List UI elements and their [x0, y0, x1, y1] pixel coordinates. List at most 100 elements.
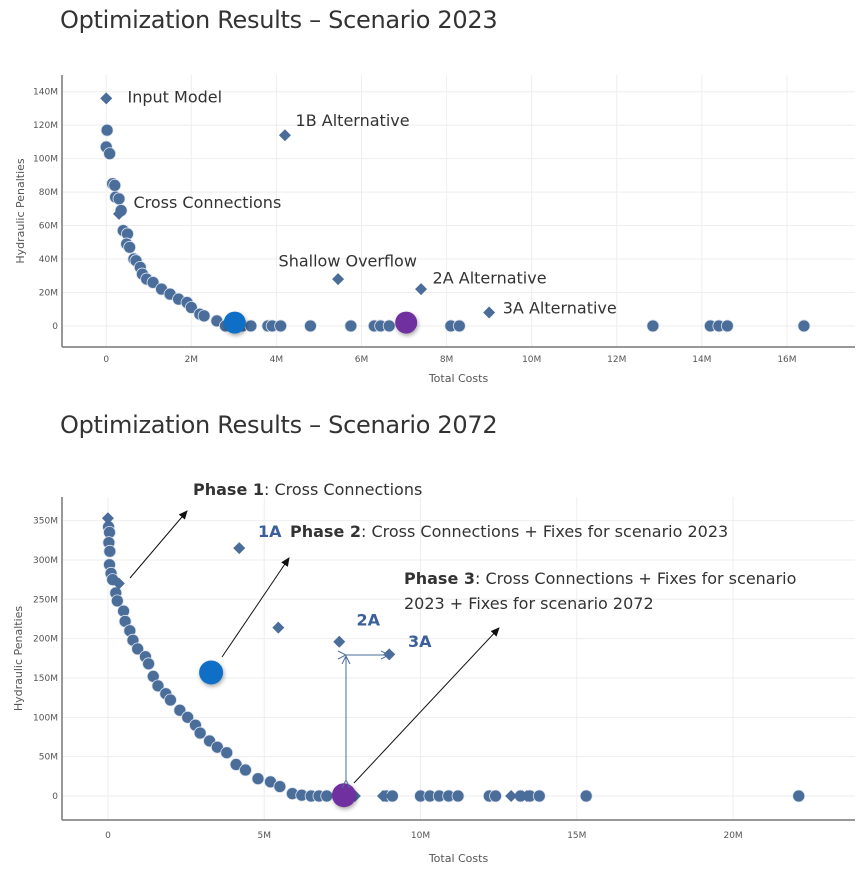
- y-tick-label: 0: [52, 792, 58, 802]
- data-point-circle: [103, 147, 117, 161]
- chart-title-2072: Optimization Results – Scenario 2072: [60, 411, 498, 439]
- data-point-diamond: [332, 273, 345, 286]
- y-tick-label: 250M: [33, 595, 58, 605]
- y-tick-label: 20M: [39, 288, 58, 298]
- data-point-circle: [532, 789, 546, 803]
- data-point-circle: [164, 693, 177, 707]
- data-point-circle: [344, 319, 358, 333]
- data-point-circle: [193, 726, 207, 740]
- point-annotation: Shallow Overflow: [279, 252, 417, 271]
- y-tick-label: 40M: [39, 255, 58, 265]
- data-point-diamond: [233, 542, 246, 555]
- data-point-circle: [181, 710, 195, 724]
- data-point-circle: [452, 319, 466, 333]
- phase-2-text: : Cross Connections + Fixes for scenario…: [361, 522, 729, 541]
- y-tick-label: 150M: [33, 674, 58, 684]
- y-tick-label: 300M: [33, 556, 58, 566]
- data-point-diamond: [101, 512, 114, 525]
- point-annotation: 2A Alternative: [433, 268, 547, 287]
- data-point-circle: [382, 319, 396, 333]
- data-point-circle: [646, 319, 660, 333]
- data-point-circle: [100, 123, 114, 137]
- point-annotation: 3A: [408, 632, 432, 651]
- x-tick-label: 0: [105, 831, 111, 841]
- y-tick-label: 100M: [33, 155, 58, 165]
- data-point-circle: [220, 746, 234, 760]
- data-point-circle: [142, 657, 155, 671]
- y-tick-label: 60M: [39, 222, 58, 232]
- data-point-circle: [792, 789, 806, 803]
- highlighted-solution: [331, 783, 356, 808]
- data-point-circle: [210, 740, 224, 754]
- x-axis-title: Total Costs: [428, 372, 489, 385]
- point-annotation: 1A: [258, 522, 282, 541]
- data-point-circle: [720, 319, 734, 333]
- x-tick-label: 2M: [185, 355, 199, 365]
- data-point-circle: [273, 780, 287, 793]
- x-tick-label: 10M: [522, 355, 541, 365]
- y-tick-label: 140M: [33, 88, 58, 98]
- data-point-diamond: [415, 283, 428, 296]
- phase-2-label: Phase 2: [290, 522, 361, 541]
- data-point-circle: [131, 642, 145, 656]
- data-point-circle: [146, 276, 160, 289]
- data-point-circle: [239, 763, 252, 777]
- scatter-chart-2023: 0 2M 4M 6M 8M 10M 12M 14M 16M 0 20M 40M 60M 80M 100M 12…: [14, 75, 855, 385]
- x-tick-label: 8M: [440, 355, 454, 365]
- x-tick-label: 0: [103, 355, 109, 365]
- data-point-circle: [110, 594, 124, 608]
- data-point-diamond: [112, 577, 125, 590]
- y-tick-label: 350M: [33, 517, 58, 527]
- y-tick-label: 0: [52, 322, 58, 332]
- phase-1-annotation: Phase 1: Cross Connections: [193, 477, 422, 502]
- data-point-circle: [320, 789, 334, 803]
- x-tick-label: 15M: [567, 831, 586, 841]
- phase-1-label: Phase 1: [193, 480, 264, 499]
- x-tick-label: 14M: [692, 355, 711, 365]
- data-point-diamond: [520, 790, 533, 803]
- y-axis-title: Hydraulic Penalties: [14, 158, 27, 264]
- phase-3-annotation: Phase 3: Cross Connections + Fixes for s…: [404, 566, 796, 616]
- point-annotation: 3A Alternative: [503, 299, 617, 318]
- data-point-diamond: [505, 790, 518, 803]
- data-point-diamond: [377, 790, 390, 803]
- y-tick-label: 120M: [33, 121, 58, 131]
- point-annotation: 2A: [356, 611, 380, 630]
- x-tick-label: 4M: [270, 355, 284, 365]
- data-point-diamond: [113, 207, 126, 220]
- data-point-circle: [229, 758, 243, 771]
- x-tick-label: 5M: [257, 831, 271, 841]
- x-tick-label: 6M: [355, 355, 369, 365]
- y-tick-label: 50M: [39, 753, 58, 763]
- point-annotation: 1B Alternative: [296, 111, 410, 130]
- highlighted-solution: [199, 660, 224, 685]
- phase-3-text-line2: 2023 + Fixes for scenario 2072: [404, 594, 654, 613]
- phase-1-arrow: [129, 510, 188, 579]
- data-point-circle: [197, 309, 211, 323]
- data-point-circle: [251, 772, 265, 786]
- point-annotation: Cross Connections: [133, 193, 281, 212]
- x-tick-label: 10M: [411, 831, 430, 841]
- data-point-circle: [103, 544, 117, 558]
- data-point-circle: [579, 789, 593, 803]
- data-point-diamond: [383, 648, 396, 661]
- y-axis-title: Hydraulic Penalties: [12, 606, 25, 712]
- data-point-circle: [274, 319, 288, 333]
- data-point-diamond: [100, 92, 113, 105]
- highlighted-solution: [223, 311, 246, 334]
- data-point-diamond: [272, 621, 285, 634]
- point-annotation: Input Model: [128, 88, 223, 107]
- data-point-circle: [451, 789, 465, 803]
- highlighted-solution: [395, 311, 418, 334]
- y-tick-label: 200M: [33, 635, 58, 645]
- phase-3-label: Phase 3: [404, 569, 475, 588]
- x-tick-label: 20M: [723, 831, 742, 841]
- data-point-diamond: [278, 129, 291, 142]
- data-point-circle: [151, 679, 165, 693]
- data-point-circle: [184, 301, 198, 314]
- y-tick-label: 100M: [33, 713, 58, 723]
- x-axis-title: Total Costs: [428, 852, 489, 865]
- x-tick-label: 12M: [607, 355, 626, 365]
- chart-title-2023: Optimization Results – Scenario 2023: [60, 6, 498, 34]
